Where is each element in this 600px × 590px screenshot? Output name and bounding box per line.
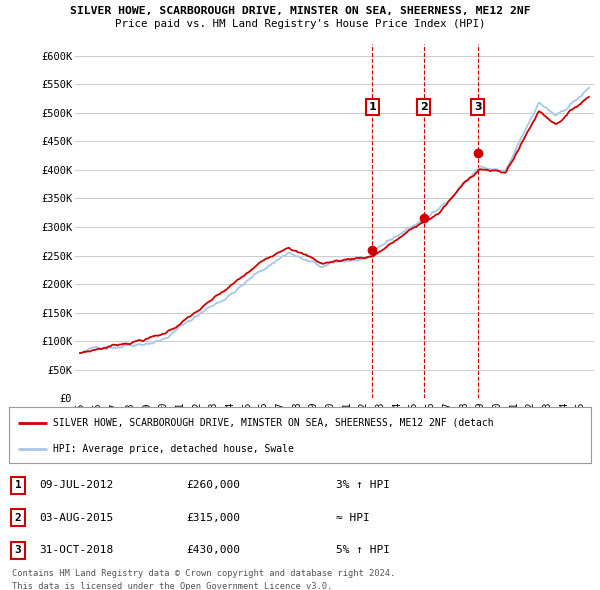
Text: 2: 2 — [14, 513, 22, 523]
Text: SILVER HOWE, SCARBOROUGH DRIVE, MINSTER ON SEA, SHEERNESS, ME12 2NF (detach: SILVER HOWE, SCARBOROUGH DRIVE, MINSTER … — [53, 418, 493, 428]
Text: Contains HM Land Registry data © Crown copyright and database right 2024.: Contains HM Land Registry data © Crown c… — [12, 569, 395, 578]
Text: £260,000: £260,000 — [186, 480, 240, 490]
Text: 3% ↑ HPI: 3% ↑ HPI — [336, 480, 390, 490]
Text: 09-JUL-2012: 09-JUL-2012 — [39, 480, 113, 490]
Text: 1: 1 — [14, 480, 22, 490]
Text: 3: 3 — [474, 102, 481, 112]
Text: £315,000: £315,000 — [186, 513, 240, 523]
Text: 2: 2 — [420, 102, 427, 112]
Text: Price paid vs. HM Land Registry's House Price Index (HPI): Price paid vs. HM Land Registry's House … — [115, 19, 485, 29]
Text: £430,000: £430,000 — [186, 545, 240, 555]
Text: ≈ HPI: ≈ HPI — [336, 513, 370, 523]
Text: 1: 1 — [368, 102, 376, 112]
Text: 3: 3 — [14, 545, 22, 555]
Text: This data is licensed under the Open Government Licence v3.0.: This data is licensed under the Open Gov… — [12, 582, 332, 590]
Text: SILVER HOWE, SCARBOROUGH DRIVE, MINSTER ON SEA, SHEERNESS, ME12 2NF: SILVER HOWE, SCARBOROUGH DRIVE, MINSTER … — [70, 6, 530, 16]
Text: HPI: Average price, detached house, Swale: HPI: Average price, detached house, Swal… — [53, 444, 293, 454]
Text: 5% ↑ HPI: 5% ↑ HPI — [336, 545, 390, 555]
Text: 31-OCT-2018: 31-OCT-2018 — [39, 545, 113, 555]
Text: 03-AUG-2015: 03-AUG-2015 — [39, 513, 113, 523]
